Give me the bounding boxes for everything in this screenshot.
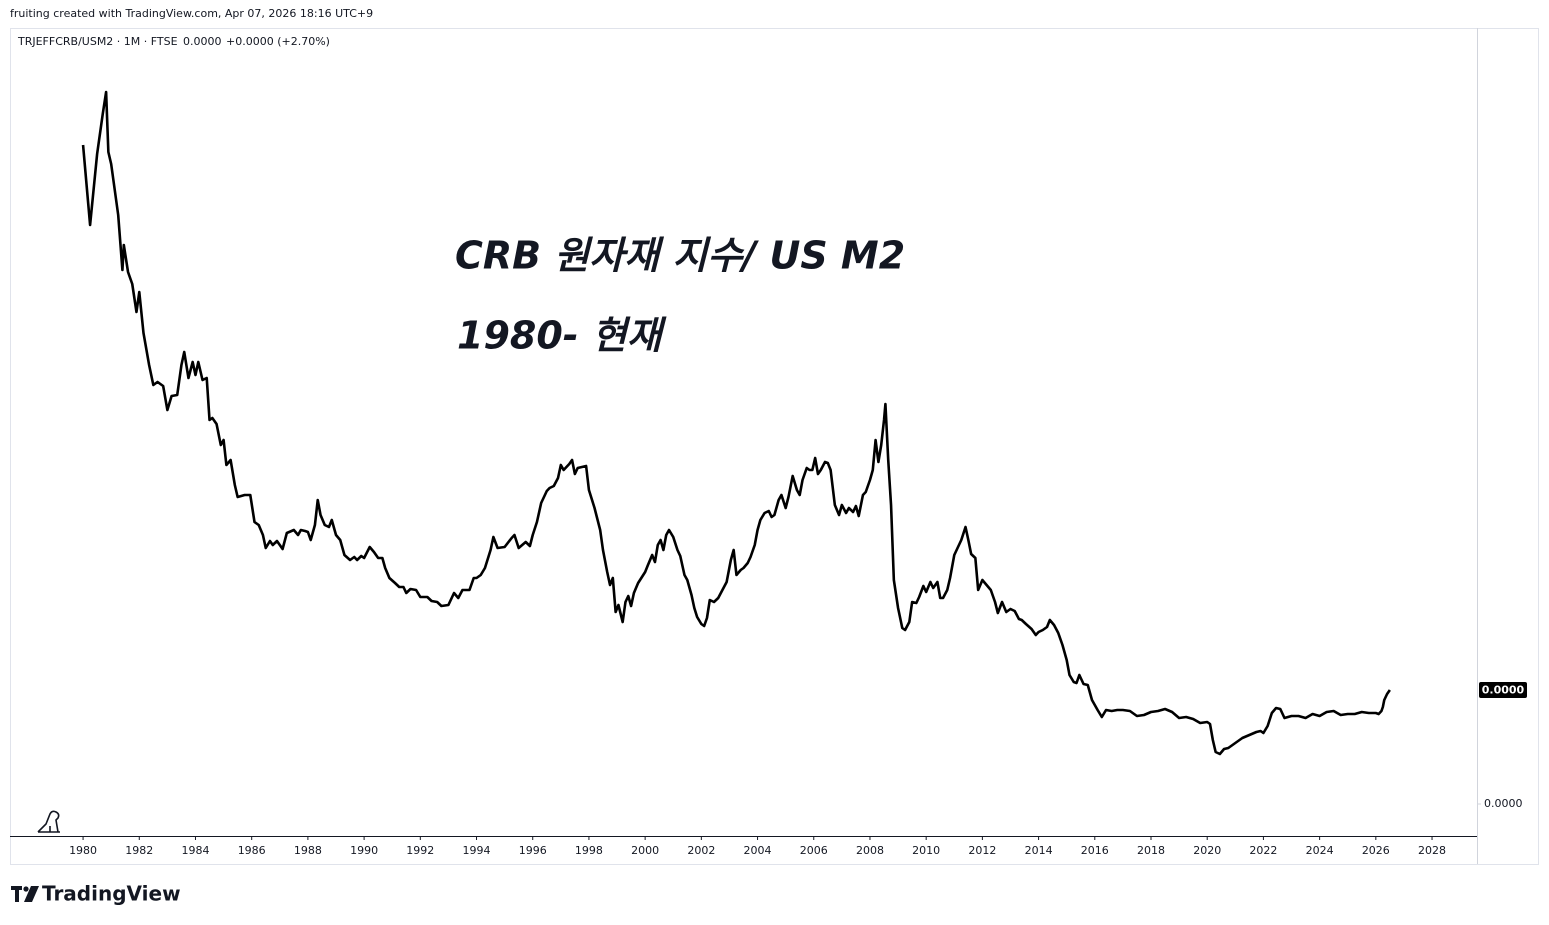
x-tick-label: 1982 — [125, 844, 153, 857]
x-tick-label: 2010 — [912, 844, 940, 857]
x-tick-label: 1986 — [238, 844, 266, 857]
x-tick-label: 2020 — [1193, 844, 1221, 857]
x-tick-label: 2028 — [1418, 844, 1446, 857]
x-tick-label: 1998 — [575, 844, 603, 857]
x-tick-label: 2008 — [856, 844, 884, 857]
brand: TradingView — [42, 882, 181, 906]
x-tick-label: 1992 — [406, 844, 434, 857]
x-tick-label: 2016 — [1081, 844, 1109, 857]
logo-mark — [11, 886, 39, 902]
last-value-box — [1479, 682, 1527, 698]
x-tick-label: 2018 — [1137, 844, 1165, 857]
x-tick-label: 2014 — [1025, 844, 1053, 857]
frame — [10, 28, 1539, 865]
x-tick-label: 1990 — [350, 844, 378, 857]
x-tick-label: 2024 — [1306, 844, 1334, 857]
last-price: 0.0000 — [183, 35, 222, 48]
x-tick-label: 1980 — [69, 844, 97, 857]
x-tick-label: 1988 — [294, 844, 322, 857]
x-tick-label: 2026 — [1362, 844, 1390, 857]
last-value-label: 0.0000 — [1482, 684, 1525, 697]
caption: fruiting created with TradingView.com, A… — [10, 7, 373, 20]
price-line — [81, 90, 1391, 756]
annotation: CRB 원자재 지수/ US M2 — [455, 234, 905, 278]
x-tick-label: 2022 — [1249, 844, 1277, 857]
dino-icon — [37, 810, 60, 833]
x-tick-label: 2004 — [744, 844, 772, 857]
change: +0.0000 (+2.70%) — [226, 35, 330, 48]
x-tick-label: 2006 — [800, 844, 828, 857]
x-tick-label: 1996 — [519, 844, 547, 857]
symbol: TRJEFFCRB/USM2 · 1M · FTSE — [17, 35, 178, 48]
x-tick-label: 2012 — [968, 844, 996, 857]
annotation: 1980- 현재 — [457, 314, 667, 358]
x-tick-label: 2002 — [687, 844, 715, 857]
x-tick-label: 1984 — [181, 844, 209, 857]
y-tick-label: 0.0000 — [1484, 797, 1523, 810]
x-tick-label: 1994 — [463, 844, 491, 857]
x-tick-label: 2000 — [631, 844, 659, 857]
